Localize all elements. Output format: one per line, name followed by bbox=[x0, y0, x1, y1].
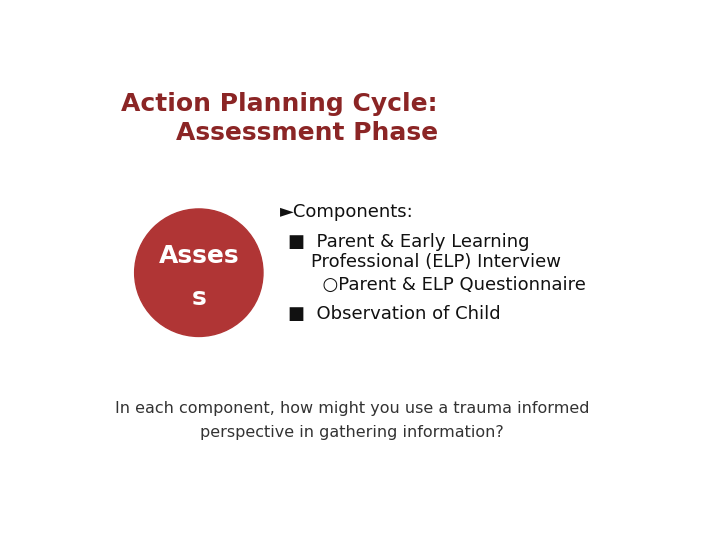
Text: ■  Parent & Early Learning: ■ Parent & Early Learning bbox=[288, 233, 530, 251]
Text: ○Parent & ELP Questionnaire: ○Parent & ELP Questionnaire bbox=[288, 276, 586, 294]
Text: Professional (ELP) Interview: Professional (ELP) Interview bbox=[288, 253, 561, 271]
Ellipse shape bbox=[135, 209, 263, 336]
Text: s: s bbox=[192, 286, 206, 309]
Text: Asses: Asses bbox=[158, 244, 239, 268]
Text: Assessment Phase: Assessment Phase bbox=[176, 121, 438, 145]
Text: ►Components:: ►Components: bbox=[280, 204, 413, 221]
Text: In each component, how might you use a trauma informed
perspective in gathering : In each component, how might you use a t… bbox=[115, 401, 590, 440]
Text: ■  Observation of Child: ■ Observation of Child bbox=[288, 305, 500, 323]
Text: Action Planning Cycle:: Action Planning Cycle: bbox=[121, 92, 437, 116]
